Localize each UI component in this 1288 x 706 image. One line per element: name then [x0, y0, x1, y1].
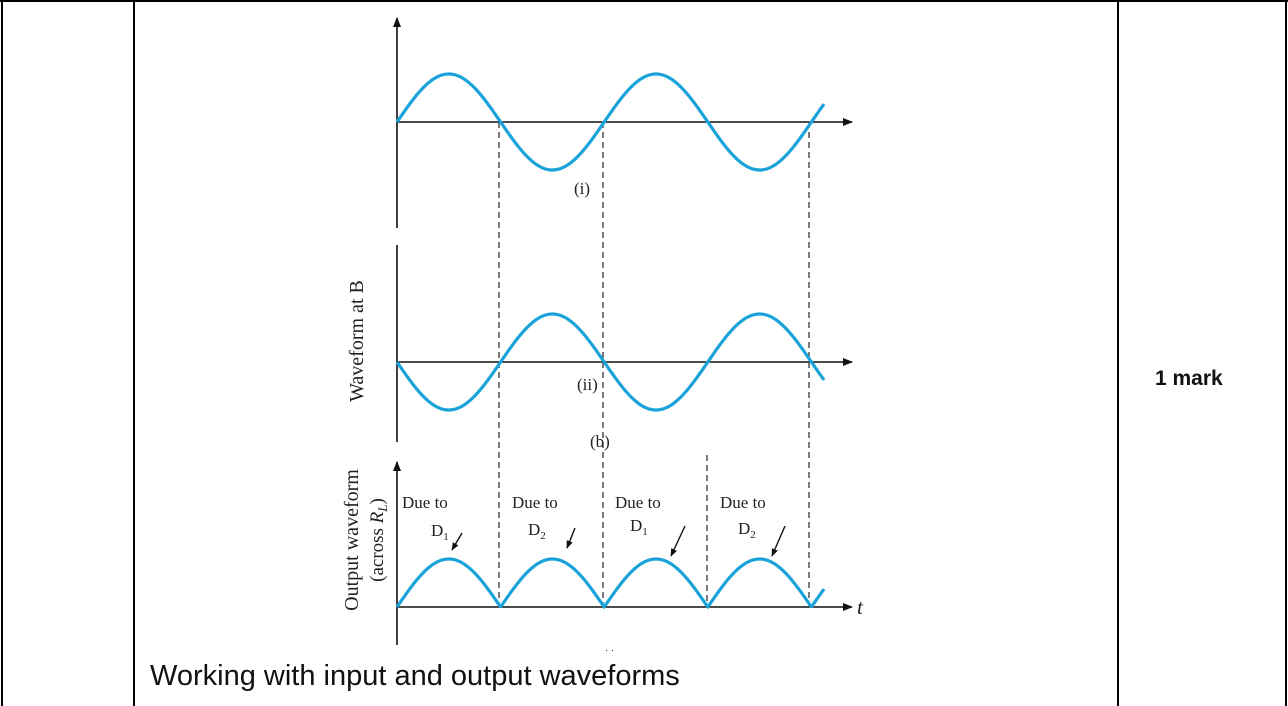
ylabel-output-waveform: Output waveform	[341, 469, 363, 611]
svg-text:D1: D1	[431, 521, 449, 543]
svg-text:Due to: Due to	[615, 493, 661, 512]
caption-text: Working with input and output waveforms	[150, 660, 680, 692]
svg-text:D1: D1	[630, 516, 648, 538]
marks-label: 1 mark	[1155, 367, 1223, 390]
svg-text:Due to: Due to	[720, 493, 766, 512]
annotation-due-to-d1-second: Due to D1	[615, 493, 686, 557]
annotation-due-to-d2-first: Due to D2	[512, 493, 576, 549]
svg-text:D2: D2	[738, 519, 756, 541]
label-i: (i)	[574, 179, 590, 198]
svg-text:D2: D2	[528, 520, 546, 542]
label-ii: (ii)	[577, 375, 598, 394]
annotation-due-to-d2-second: Due to D2	[720, 493, 786, 557]
ylabel-across-rl: (across RL)	[367, 498, 390, 582]
ylabel-waveform-at-b: Waveform at B	[346, 280, 368, 402]
t-axis-label: t	[857, 595, 864, 619]
output-waveform	[395, 557, 826, 610]
annotation-due-to-d1-first: Due to D1	[402, 493, 463, 551]
waveform-at-b-ii	[395, 312, 826, 412]
svg-text:Due to: Due to	[402, 493, 448, 512]
label-b: (b)	[590, 432, 610, 451]
svg-text:Due to: Due to	[512, 493, 558, 512]
input-waveform-i	[395, 72, 826, 172]
stray-mark: · ·	[605, 646, 614, 657]
